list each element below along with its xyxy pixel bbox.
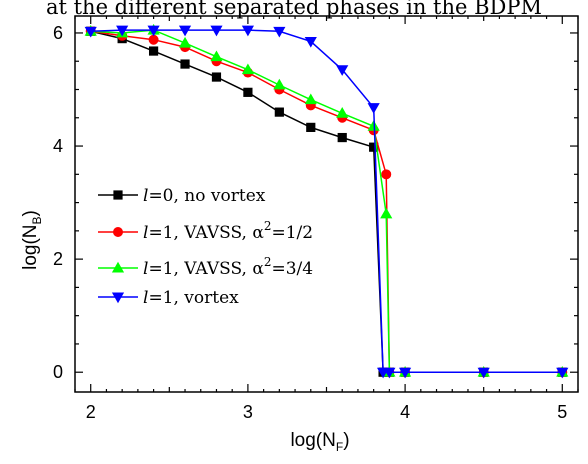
axis-ticks: 2 3 4 5 0 2 4 6 [53, 16, 578, 422]
data-point [180, 38, 191, 47]
data-point [382, 170, 391, 179]
data-point [275, 108, 283, 116]
data-point [307, 123, 315, 131]
x-tick-label: 3 [243, 402, 253, 422]
x-tick-label: 4 [400, 402, 410, 422]
legend-label: l=1, vortex [143, 288, 239, 308]
data-point [244, 88, 252, 96]
legend-label: l=1, VAVSS, α2=3/4 [143, 255, 313, 279]
data-point [381, 208, 392, 217]
x-axis-title: log(NF) [290, 430, 349, 454]
y-tick-label: 4 [53, 136, 63, 156]
y-tick-label: 0 [53, 362, 63, 382]
y-tick-label: 2 [53, 249, 63, 269]
x-tick-label: 5 [557, 402, 567, 422]
data-point [212, 73, 220, 81]
data-point [114, 191, 122, 199]
legend: l=0, no vortex l=1, VAVSS, α2=1/2 l=1, VAV… [98, 186, 313, 308]
data-point [368, 104, 379, 113]
data-point [337, 108, 348, 117]
data-point [113, 227, 122, 236]
y-tick-label: 6 [53, 23, 63, 43]
legend-entry-1: l=1, VAVSS, α2=1/2 [98, 219, 313, 243]
legend-label: l=1, VAVSS, α2=1/2 [143, 219, 313, 243]
x-tick-label: 2 [86, 402, 96, 422]
data-point [181, 60, 189, 68]
legend-entry-3: l=1, vortex [98, 288, 239, 308]
legend-entry-0: l=0, no vortex [98, 186, 266, 206]
data-point [149, 47, 157, 55]
y-axis-title: log(NB) [20, 210, 44, 270]
data-point [243, 64, 254, 73]
data-point [149, 35, 158, 44]
legend-label: l=0, no vortex [143, 186, 266, 206]
data-point [211, 51, 222, 60]
data-point [305, 94, 316, 103]
legend-entry-2: l=1, VAVSS, α2=3/4 [98, 255, 313, 279]
data-point [274, 80, 285, 89]
data-point [338, 133, 346, 141]
